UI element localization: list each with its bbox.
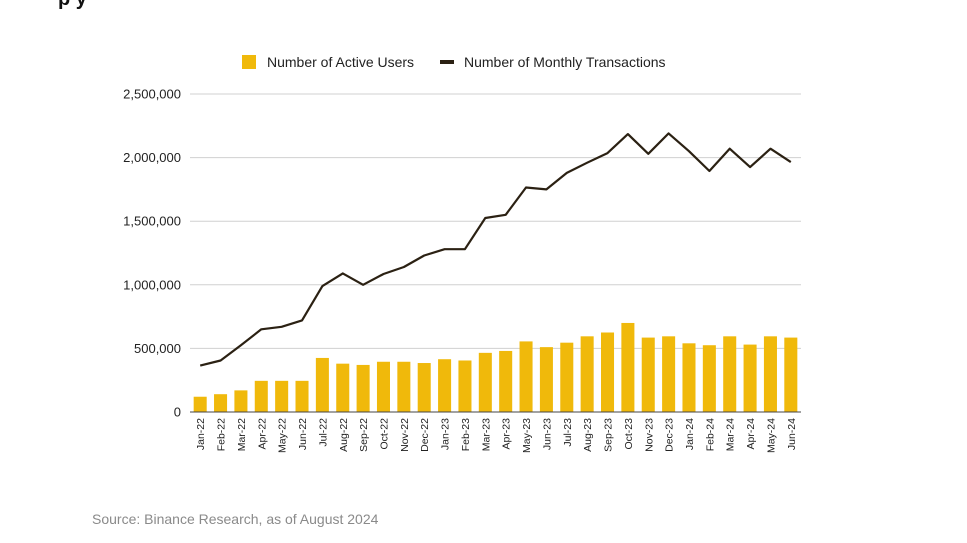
bar (499, 350, 513, 412)
x-tick-label: Mar-22 (236, 418, 248, 451)
x-tick-label: Jul-23 (562, 418, 574, 447)
x-tick-label: Apr-23 (501, 418, 513, 450)
bar (438, 359, 452, 412)
x-tick-label: Jan-24 (684, 418, 696, 450)
bar (702, 345, 716, 412)
legend-swatch-line (440, 60, 454, 64)
bar (275, 380, 289, 412)
bar (315, 357, 329, 412)
x-tick-label: Jun-24 (786, 418, 798, 450)
chart-title-clipped: p y (58, 0, 87, 11)
bar (193, 396, 207, 412)
x-tick-label: Oct-23 (623, 418, 635, 450)
bar (621, 322, 635, 412)
x-tick-label: Apr-24 (745, 418, 757, 450)
x-tick-label: Jul-22 (317, 418, 329, 447)
y-tick-label: 500,000 (134, 341, 181, 356)
x-tick-label: Sep-23 (603, 418, 615, 452)
y-tick-label: 0 (174, 405, 181, 420)
bar (682, 343, 696, 412)
bar (214, 394, 228, 412)
bar (641, 337, 655, 412)
x-tick-label: May-23 (521, 418, 533, 453)
x-tick-label: Jun-23 (541, 418, 553, 450)
x-tick-label: Nov-23 (643, 418, 655, 452)
y-axis-ticks: 0 500,000 1,000,000 1,500,000 2,000,000 2,500… (123, 87, 181, 420)
bar (397, 361, 411, 412)
legend: Number of Active Users Number of Monthly … (242, 54, 666, 70)
x-tick-label: Oct-22 (378, 418, 390, 450)
bar (417, 363, 431, 412)
bar (458, 360, 472, 412)
legend-label-active-users: Number of Active Users (267, 54, 414, 70)
x-tick-label: May-22 (277, 418, 289, 453)
x-tick-label: Mar-23 (480, 418, 492, 451)
bar (234, 390, 248, 412)
bar (560, 342, 574, 412)
x-tick-label: May-24 (765, 418, 777, 453)
legend-label-monthly-transactions: Number of Monthly Transactions (464, 54, 666, 70)
y-tick-label: 2,500,000 (123, 87, 181, 102)
x-tick-label: Jun-22 (297, 418, 309, 450)
x-tick-label: Sep-22 (358, 418, 370, 452)
bar (356, 364, 370, 412)
y-tick-label: 1,500,000 (123, 214, 181, 229)
y-tick-label: 2,000,000 (123, 150, 181, 165)
bar (376, 361, 391, 412)
x-tick-label: Nov-22 (399, 418, 411, 452)
bar (763, 336, 777, 412)
bar (580, 336, 594, 412)
x-tick-label: Apr-22 (256, 418, 268, 450)
bar-series (193, 322, 798, 412)
x-tick-label: Dec-22 (419, 418, 431, 452)
x-tick-label: Dec-23 (664, 418, 676, 452)
bar (662, 336, 676, 412)
bar (254, 380, 268, 412)
y-tick-label: 1,000,000 (123, 277, 181, 292)
x-tick-label: Jan-23 (440, 418, 452, 450)
gridlines (190, 93, 801, 349)
bar (784, 337, 798, 412)
bar (743, 344, 757, 412)
legend-swatch-bar (242, 55, 256, 69)
bar (519, 341, 533, 412)
bar (539, 347, 553, 412)
x-tick-label: Aug-23 (582, 418, 594, 452)
line-path (199, 132, 792, 367)
bar (478, 352, 492, 412)
line-series (199, 132, 792, 367)
x-tick-label: Feb-22 (216, 418, 228, 451)
x-tick-label: Aug-22 (338, 418, 350, 452)
bar (600, 332, 615, 412)
x-axis-ticks: Jan-22 Feb-22 Mar-22 Apr-22 May-22 Jun-22 Jul-… (195, 418, 798, 453)
bar (723, 336, 737, 412)
x-tick-label: Feb-23 (460, 418, 472, 451)
bar (336, 363, 350, 412)
source-note: Source: Binance Research, as of August 2… (92, 511, 379, 527)
x-tick-label: Feb-24 (704, 418, 716, 451)
x-tick-label: Mar-24 (725, 418, 737, 451)
x-tick-label: Jan-22 (195, 418, 207, 450)
bar (295, 380, 309, 412)
